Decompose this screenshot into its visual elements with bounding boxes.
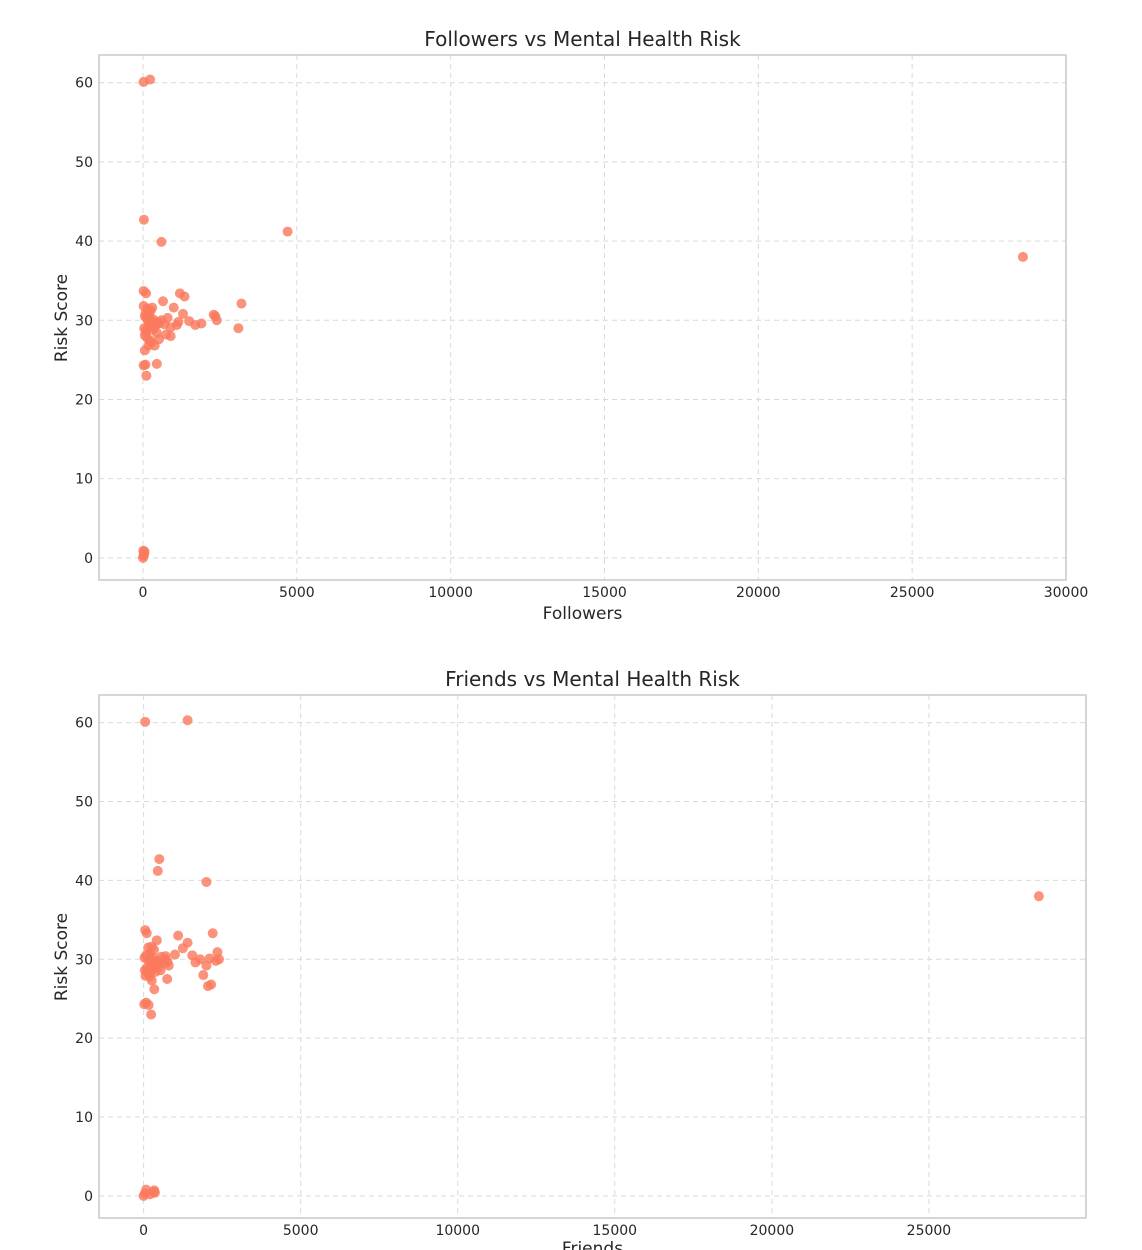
friends-scatter-chart: 0 5000 10000 15000 20000 25000 0102030405060 …	[52, 667, 1087, 1250]
friends-x-tick-label: 20000	[750, 1223, 795, 1239]
followers-x-tick-label: 30000	[1044, 585, 1089, 601]
friends-data-point	[141, 928, 152, 939]
followers-data-point	[171, 320, 182, 331]
followers-x-tick-label: 5000	[279, 585, 315, 601]
followers-y-tick-label: 0	[84, 551, 93, 567]
friends-points	[138, 715, 1044, 1201]
friends-data-point	[146, 1009, 157, 1020]
followers-data-point	[177, 308, 188, 319]
friends-y-tick-label: 0	[84, 1189, 93, 1205]
friends-data-point	[206, 979, 217, 990]
followers-x-axis-label: Followers	[543, 604, 623, 624]
friends-data-point	[149, 1187, 160, 1198]
followers-x-tick-label: 0	[139, 585, 148, 601]
followers-y-tick-label: 60	[75, 76, 93, 92]
friends-x-axis-label: Friends	[562, 1239, 623, 1250]
followers-data-point	[282, 226, 293, 237]
followers-y-tick-label: 30	[75, 313, 93, 329]
followers-data-point	[145, 74, 156, 85]
followers-y-tick-label: 50	[75, 155, 93, 171]
followers-data-point	[138, 360, 149, 371]
friends-plot-frame	[98, 694, 1087, 1219]
friends-y-axis-label: Risk Score	[52, 913, 72, 1001]
friends-data-point	[143, 1000, 154, 1011]
friends-x-ticks: 0 5000 10000 15000 20000 25000	[139, 1223, 951, 1239]
followers-scatter-chart: 0 5000 10000 15000 20000 25000 30000 0 10 20 30 40…	[52, 27, 1088, 624]
friends-data-point	[140, 716, 151, 727]
followers-x-tick-label: 15000	[582, 585, 627, 601]
friends-data-point	[152, 865, 163, 876]
friends-data-point	[201, 876, 212, 887]
friends-data-point	[163, 960, 174, 971]
friends-y-tick-label: 40	[75, 873, 93, 889]
friends-x-tick-label: 0	[139, 1223, 148, 1239]
friends-data-point	[160, 951, 171, 962]
friends-data-point	[204, 953, 215, 964]
followers-y-tick-label: 10	[75, 472, 93, 488]
friends-data-point	[151, 956, 162, 967]
followers-data-point	[165, 331, 176, 342]
friends-data-point	[151, 935, 162, 946]
followers-data-point	[139, 546, 150, 557]
followers-data-point	[168, 302, 179, 313]
followers-data-point	[233, 323, 244, 334]
friends-data-point	[182, 715, 193, 726]
friends-data-point	[207, 928, 218, 939]
followers-data-point	[210, 311, 221, 322]
friends-x-tick-label: 10000	[435, 1223, 480, 1239]
followers-x-tick-label: 10000	[428, 585, 473, 601]
followers-x-ticks: 0 5000 10000 15000 20000 25000 30000	[139, 585, 1089, 601]
followers-data-point	[179, 291, 190, 302]
friends-y-tick-label: 50	[75, 794, 93, 810]
friends-data-point	[173, 930, 184, 941]
friends-y-tick-label: 60	[75, 716, 93, 732]
friends-data-point	[182, 937, 193, 948]
followers-data-point	[141, 370, 152, 381]
followers-data-point	[157, 296, 168, 307]
followers-data-point	[1017, 251, 1028, 262]
friends-y-ticks: 0 10 20 30 40 50 60	[75, 716, 93, 1205]
followers-x-tick-label: 20000	[736, 585, 781, 601]
friends-y-tick-label: 30	[75, 952, 93, 968]
followers-data-point	[153, 318, 164, 329]
followers-data-point	[138, 214, 149, 225]
followers-x-tick-label: 25000	[890, 585, 935, 601]
followers-y-ticks: 0 10 20 30 40 50 60	[75, 76, 93, 567]
followers-data-point	[156, 236, 167, 247]
followers-data-point	[145, 314, 156, 325]
followers-y-tick-label: 20	[75, 392, 93, 408]
followers-y-tick-label: 40	[75, 234, 93, 250]
friends-data-point	[170, 949, 181, 960]
followers-data-point	[153, 334, 164, 345]
followers-data-point	[143, 340, 154, 351]
friends-y-tick-label: 20	[75, 1031, 93, 1047]
friends-data-point	[198, 970, 209, 981]
friends-y-tick-label: 10	[75, 1110, 93, 1126]
friends-grid	[99, 695, 1086, 1218]
friends-data-point	[195, 954, 206, 965]
friends-data-point	[154, 854, 165, 865]
followers-data-point	[147, 302, 158, 313]
followers-data-point	[151, 358, 162, 369]
followers-y-axis-label: Risk Score	[52, 274, 72, 362]
followers-plot-frame	[98, 54, 1067, 581]
friends-x-tick-label: 5000	[283, 1223, 319, 1239]
friends-data-point	[146, 975, 157, 986]
followers-points	[137, 74, 1028, 563]
friends-x-tick-label: 25000	[907, 1223, 952, 1239]
followers-chart-title: Followers vs Mental Health Risk	[424, 27, 741, 51]
followers-grid	[99, 55, 1067, 580]
followers-data-point	[141, 288, 152, 299]
friends-x-tick-label: 15000	[593, 1223, 638, 1239]
friends-data-point	[1033, 891, 1044, 902]
friends-data-point	[149, 984, 160, 995]
followers-data-point	[236, 298, 247, 309]
friends-chart-title: Friends vs Mental Health Risk	[445, 667, 740, 691]
followers-data-point	[196, 318, 207, 329]
followers-data-point	[162, 312, 173, 323]
friends-data-point	[162, 973, 173, 984]
